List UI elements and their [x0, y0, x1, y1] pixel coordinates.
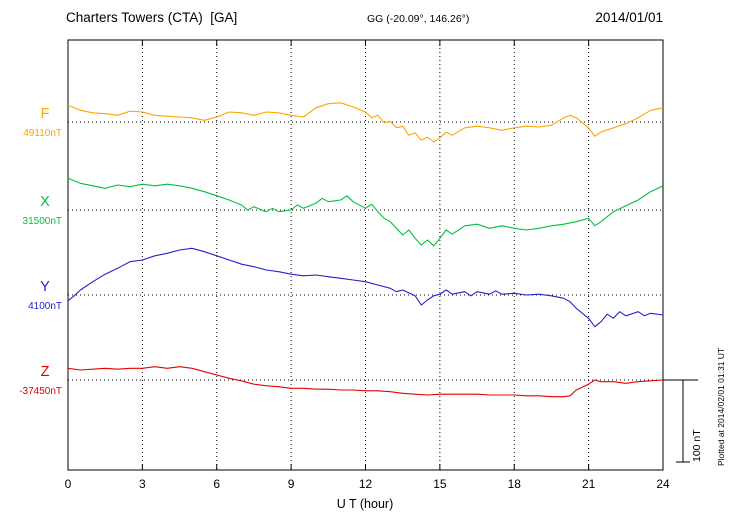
- x-tick-label: 3: [139, 477, 146, 491]
- trace-f: [67, 102, 664, 143]
- series-label-x: X: [40, 194, 50, 210]
- station-title: Charters Towers (CTA) [GA]: [66, 10, 238, 25]
- geo-coordinates: GG (-20.09°, 146.26°): [367, 13, 470, 25]
- x-tick-label: 21: [581, 477, 596, 491]
- series-label-y: Y: [40, 279, 50, 295]
- series-baseline-y: 4100nT: [28, 301, 62, 312]
- trace-y: [67, 247, 664, 328]
- x-tick-label: 6: [213, 477, 221, 491]
- x-tick-label: 24: [656, 477, 670, 491]
- x-tick-label: 15: [433, 477, 447, 491]
- x-tick-label: 18: [507, 477, 521, 491]
- x-axis-label: U T (hour): [336, 497, 394, 511]
- series-label-f: F: [40, 106, 50, 122]
- series-baseline-f: 49110nT: [23, 128, 62, 139]
- plotted-at-note: Plotted at 2014/02/01 01:31 UT: [716, 347, 726, 466]
- scale-bar-label: 100 nT: [691, 429, 703, 462]
- series-label-z: Z: [40, 364, 50, 380]
- trace-x: [67, 177, 664, 247]
- x-tick-label: 0: [64, 477, 72, 491]
- series-baseline-z: -37450nT: [19, 386, 62, 397]
- series-baseline-x: 31500nT: [22, 216, 62, 227]
- trace-z: [67, 366, 664, 398]
- plot-date: 2014/01/01: [595, 10, 663, 25]
- x-tick-label: 9: [287, 477, 295, 491]
- x-tick-label: 12: [358, 477, 373, 491]
